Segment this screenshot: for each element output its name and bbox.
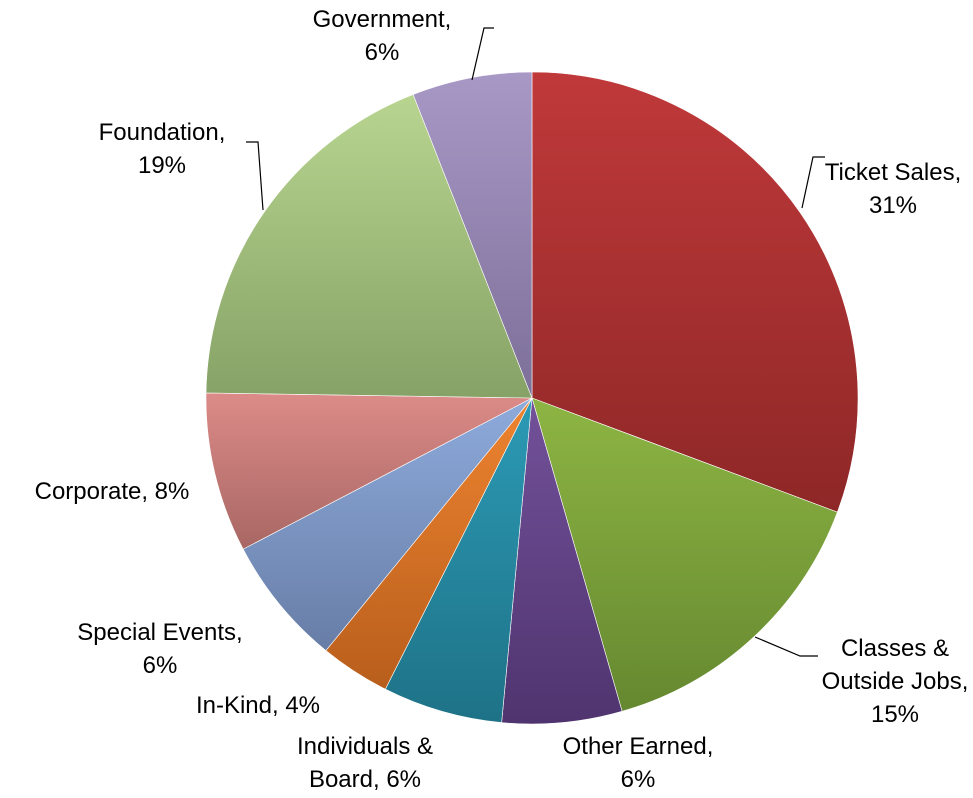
slice-label-line: Other Earned, bbox=[563, 733, 714, 760]
slice-label-line: 6% bbox=[365, 39, 400, 66]
slice-label-line: Board, 6% bbox=[309, 766, 421, 793]
slice-label-line: 19% bbox=[138, 152, 186, 179]
leader-line bbox=[246, 141, 264, 211]
pie-slice-special-events bbox=[242, 397, 533, 652]
slice-label-line: Ticket Sales, bbox=[825, 159, 962, 186]
slice-label-line: Individuals & bbox=[297, 733, 433, 760]
slice-label: Ticket Sales, 31% bbox=[825, 159, 962, 219]
slice-label: Foundation, 19% bbox=[99, 119, 226, 179]
slice-label-line: 31% bbox=[869, 192, 917, 219]
leader-line bbox=[801, 156, 825, 209]
slice-label: Government, 6% bbox=[313, 6, 452, 66]
pie-slice-corporate bbox=[205, 392, 533, 550]
slice-label: Special Events, 6% bbox=[77, 619, 242, 679]
slice-label-line: Special Events, bbox=[77, 619, 242, 646]
pie-slice-ticket-sales bbox=[531, 71, 859, 513]
label-leader-lines bbox=[246, 27, 825, 657]
slice-label-line: Outside Jobs, bbox=[822, 668, 969, 695]
slice-label-line: 6% bbox=[143, 652, 178, 679]
slice-label-line: Corporate, 8% bbox=[35, 478, 190, 505]
leader-line bbox=[471, 27, 494, 81]
pie-slice-government bbox=[412, 71, 533, 399]
slice-label-line: Foundation, bbox=[99, 119, 226, 146]
leader-line bbox=[754, 636, 818, 657]
slice-label-line: Government, bbox=[313, 6, 452, 33]
slice-label: Classes & Outside Jobs, 15% bbox=[822, 635, 969, 728]
slice-label-line: Classes & bbox=[841, 635, 949, 662]
slice-label-line: In-Kind, 4% bbox=[196, 692, 320, 719]
slice-label: In-Kind, 4% bbox=[196, 692, 320, 719]
pie-slice-classes-outside-jobs bbox=[531, 397, 838, 712]
slice-labels: Ticket Sales, 31% Classes & Outside Jobs, 15… bbox=[35, 6, 969, 793]
slice-label: Individuals & Board, 6% bbox=[297, 733, 433, 793]
pie-slices bbox=[205, 71, 859, 725]
pie-slice-individuals-board bbox=[384, 397, 533, 723]
slice-label: Other Earned, 6% bbox=[563, 733, 714, 793]
pie-slice-other-earned bbox=[501, 397, 623, 725]
slice-label-line: 15% bbox=[871, 701, 919, 728]
slice-label-line: 6% bbox=[621, 766, 656, 793]
slice-label: Corporate, 8% bbox=[35, 478, 190, 505]
pie-slice-foundation bbox=[205, 94, 533, 399]
